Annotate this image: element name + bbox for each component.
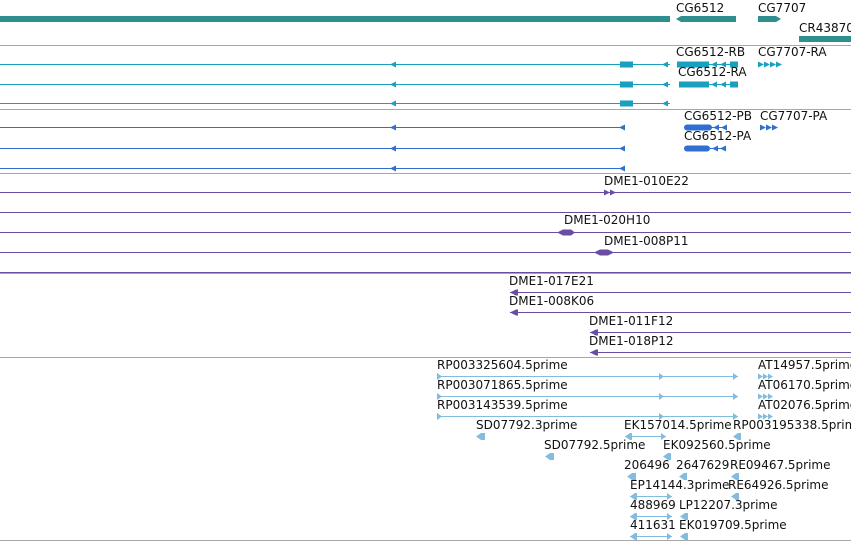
gene-label-cg7707[interactable]: CG7707 (758, 1, 807, 15)
est-label[interactable]: 2647629 (676, 458, 730, 472)
est-label[interactable]: AT06170.5prime (758, 378, 851, 392)
est-label[interactable]: LP12207.3prime (679, 498, 778, 512)
gene-feature[interactable] (758, 16, 781, 22)
est-feature[interactable] (663, 453, 671, 460)
gene-track (0, 16, 851, 42)
est-feature[interactable] (630, 493, 672, 500)
transcript-cg6512-rb[interactable] (0, 61, 738, 68)
protein-row-3[interactable] (0, 165, 625, 172)
est-label[interactable]: RP003195338.5prime (733, 418, 851, 432)
est-label[interactable]: EK157014.5prime (624, 418, 732, 432)
est-feature[interactable] (545, 453, 554, 460)
est-feature[interactable] (680, 533, 688, 540)
protein-label[interactable]: CG6512-PB (684, 109, 753, 123)
est-feature[interactable] (630, 533, 672, 540)
gene-feature[interactable] (0, 16, 670, 22)
mrna-track (0, 61, 782, 107)
clone-feature[interactable] (590, 329, 851, 336)
clone-feature[interactable] (590, 349, 851, 356)
protein-label[interactable]: CG7707-PA (760, 109, 828, 123)
est-feature[interactable] (680, 513, 688, 520)
clone-feature[interactable] (510, 309, 851, 316)
est-label[interactable]: 206496 (624, 458, 670, 472)
est-feature[interactable] (627, 473, 636, 480)
transcript-row-3[interactable] (0, 100, 670, 107)
est-label[interactable]: EK092560.5prime (663, 438, 771, 452)
est-label[interactable]: RE64926.5prime (728, 478, 829, 492)
protein-label[interactable]: CG6512-PA (684, 129, 752, 143)
protein-track (0, 124, 778, 172)
clone-label[interactable]: DME1-008P11 (604, 234, 689, 248)
est-feature[interactable] (731, 493, 739, 500)
est-feature[interactable] (476, 433, 485, 440)
est-feature[interactable] (758, 393, 773, 400)
est-feature[interactable] (437, 393, 738, 400)
est-label[interactable]: EK019709.5prime (679, 518, 787, 532)
clone-feature[interactable] (0, 229, 851, 236)
gene-feature[interactable] (676, 16, 736, 22)
mrna-label[interactable]: CG6512-RB (676, 45, 746, 59)
est-feature[interactable] (679, 473, 687, 480)
protein-row-1[interactable] (0, 124, 727, 131)
est-label[interactable]: EP14144.3prime (630, 478, 730, 492)
est-label[interactable]: RE09467.5prime (730, 458, 831, 472)
transcript-cg6512-ra[interactable] (0, 81, 738, 88)
est-label[interactable]: RP003325604.5prime (437, 358, 568, 372)
clone-label[interactable]: DME1-010E22 (604, 174, 689, 188)
clone-feature[interactable] (510, 289, 851, 296)
est-feature[interactable] (731, 473, 739, 480)
est-feature[interactable] (625, 433, 666, 440)
est-feature[interactable] (437, 413, 738, 420)
clone-label[interactable]: DME1-018P12 (589, 334, 674, 348)
clone-label[interactable]: DME1-011F12 (589, 314, 674, 328)
est-feature[interactable] (437, 373, 738, 380)
gene-feature[interactable] (799, 36, 851, 42)
clone-track (0, 189, 851, 356)
est-label[interactable]: RP003071865.5prime (437, 378, 568, 392)
clone-label[interactable]: DME1-020H10 (564, 213, 651, 227)
est-label[interactable]: 411631 (630, 518, 676, 532)
clone-label[interactable]: DME1-017E21 (509, 274, 594, 288)
mrna-label[interactable]: CG6512-RA (678, 65, 747, 79)
est-feature[interactable] (733, 433, 741, 440)
clone-feature[interactable] (0, 189, 851, 196)
mrna-label[interactable]: CG7707-RA (758, 45, 827, 59)
est-feature[interactable] (758, 373, 773, 380)
est-feature[interactable] (758, 413, 773, 420)
protein-row-2[interactable] (0, 145, 726, 152)
est-label[interactable]: SD07792.3prime (476, 418, 578, 432)
clone-feature[interactable] (0, 249, 851, 256)
protein-cg7707-pa[interactable] (760, 124, 778, 131)
est-label[interactable]: RP003143539.5prime (437, 398, 568, 412)
est-track (437, 373, 773, 540)
est-label[interactable]: AT14957.5prime (758, 358, 851, 372)
est-label[interactable]: AT02076.5prime (758, 398, 851, 412)
est-label[interactable]: 488969 (630, 498, 676, 512)
transcript-cg7707-ra[interactable] (758, 61, 782, 68)
gene-label-cr43870[interactable]: CR43870 (799, 21, 851, 35)
est-label[interactable]: SD07792.5prime (544, 438, 646, 452)
clone-label[interactable]: DME1-008K06 (509, 294, 595, 308)
est-feature[interactable] (630, 513, 672, 520)
gene-label-cg6512[interactable]: CG6512 (676, 1, 725, 15)
